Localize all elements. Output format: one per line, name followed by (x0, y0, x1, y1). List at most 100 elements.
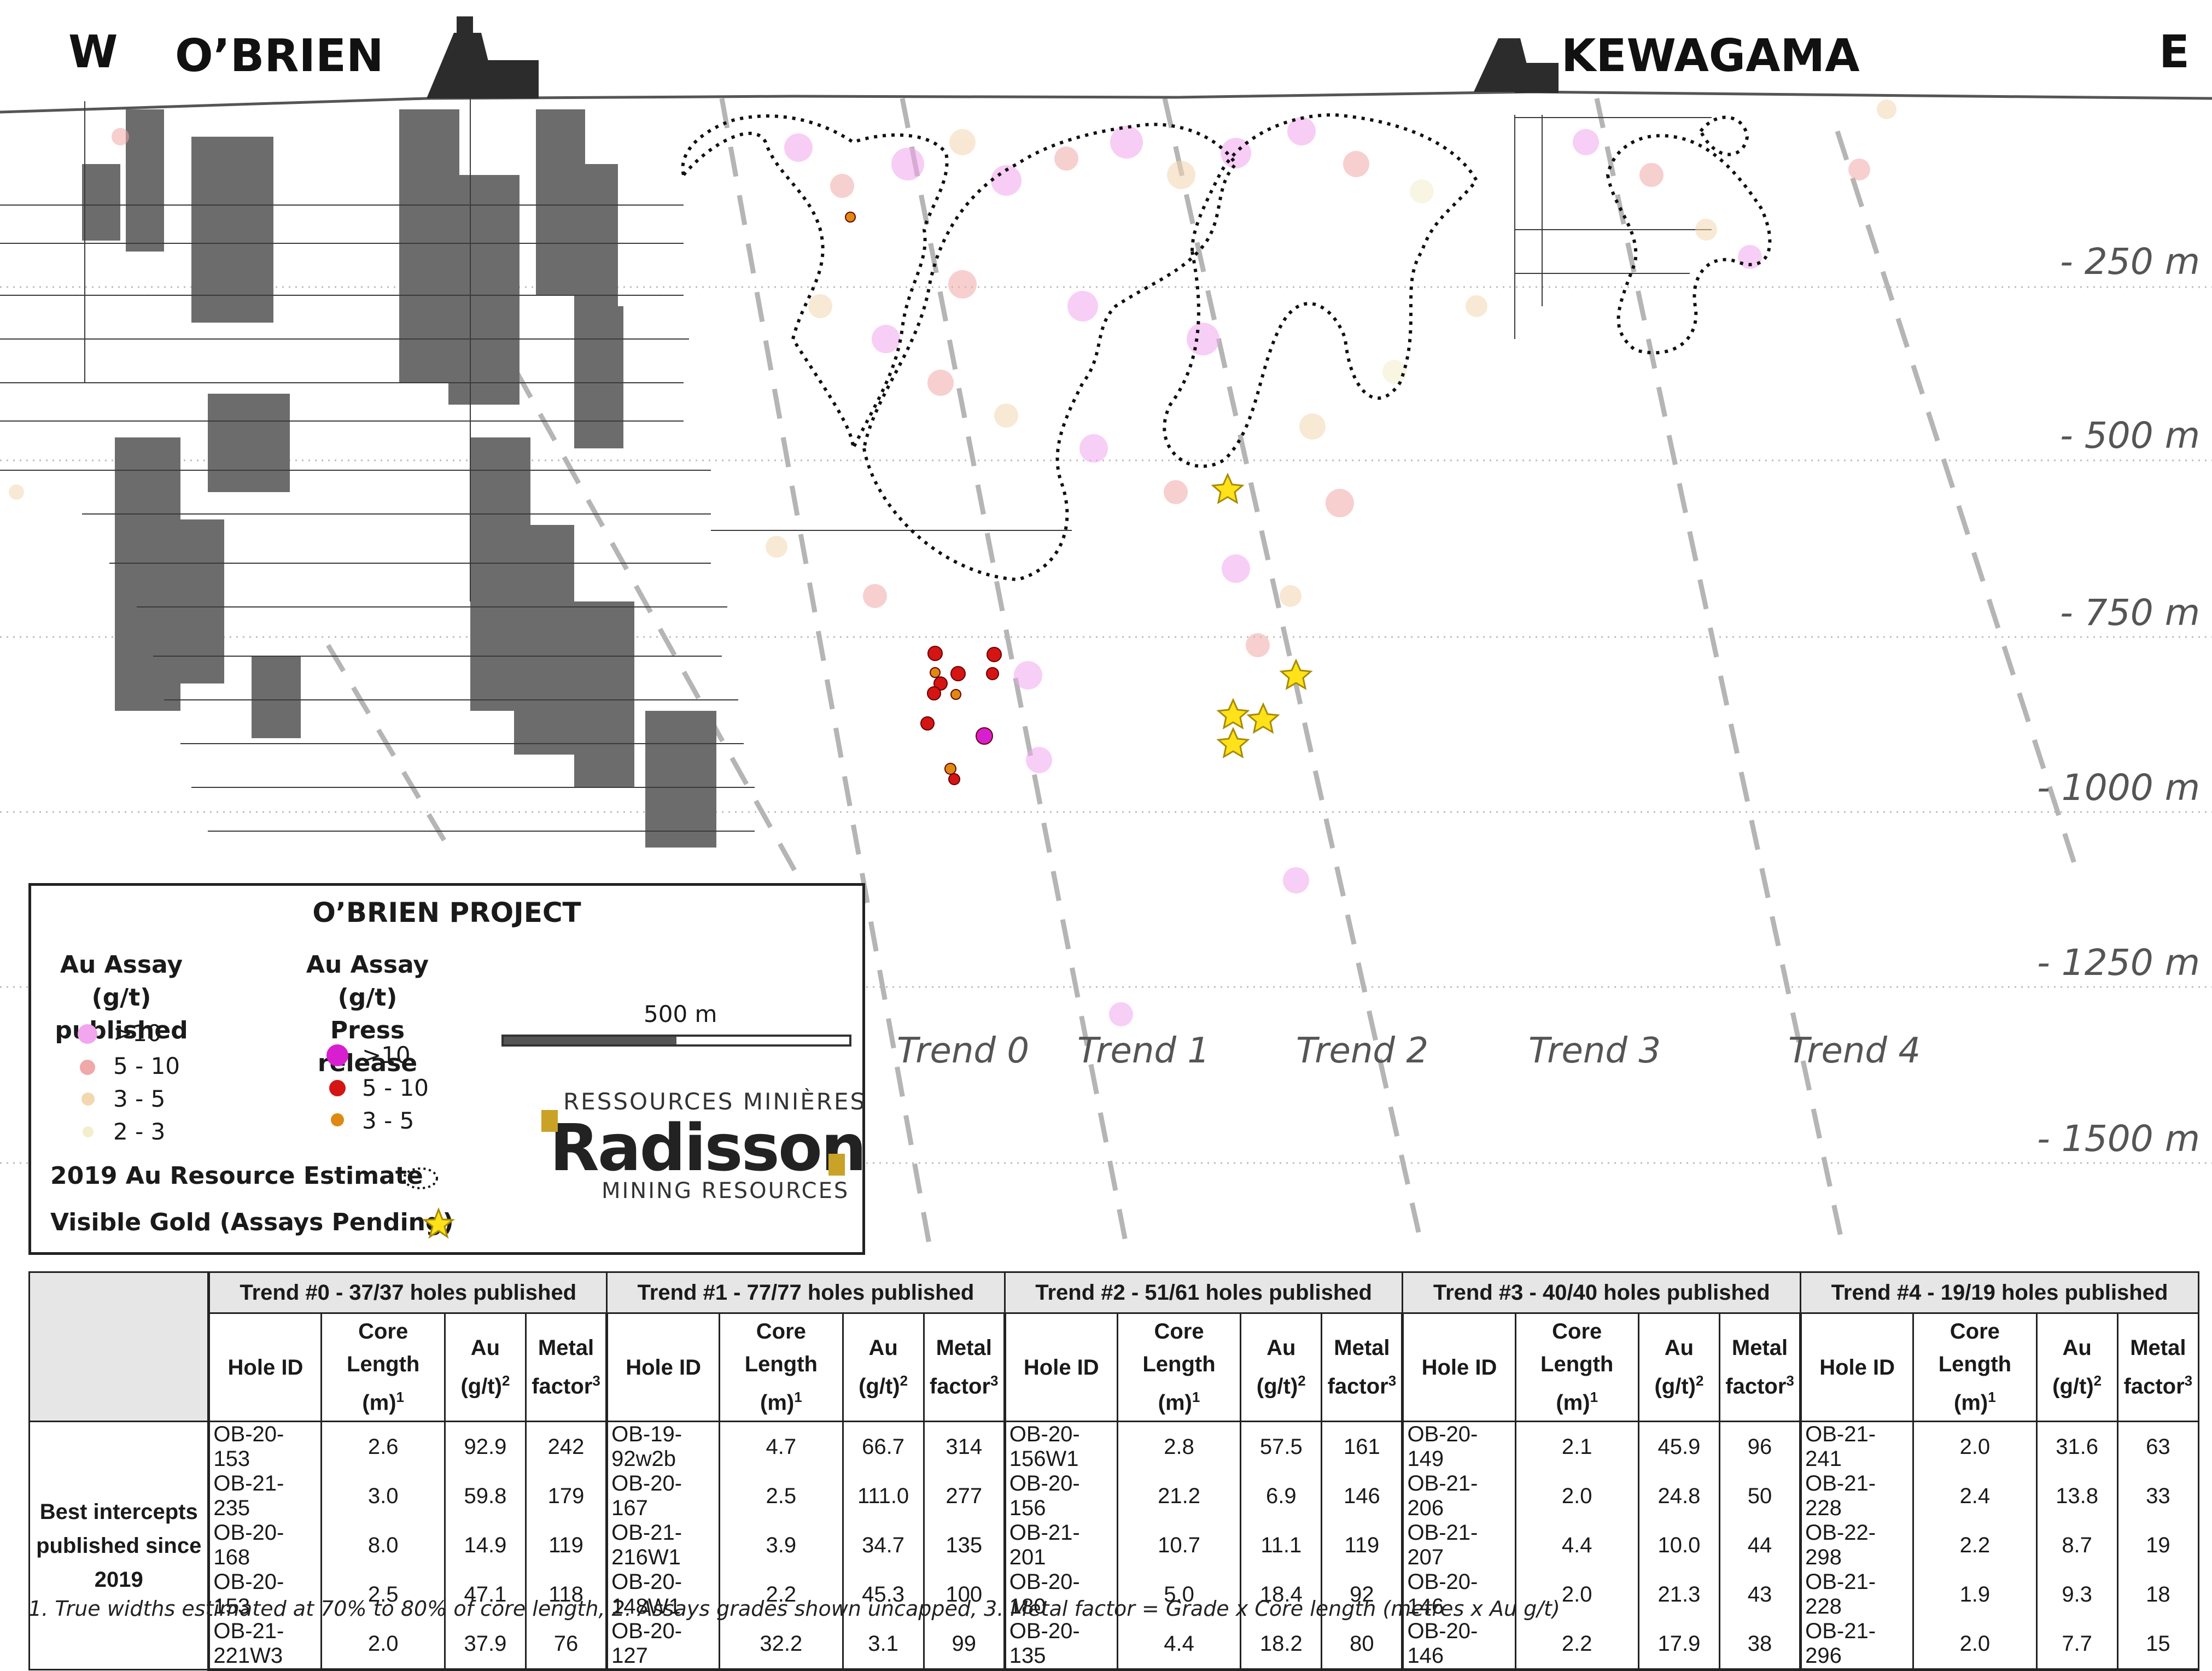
footnote-marker: 1 (396, 1389, 405, 1406)
footnote-marker: 2 (501, 1372, 510, 1389)
cell-hole-id: OB-21-221W3 (207, 1619, 323, 1671)
cell-hole-id: OB-21-235 (207, 1471, 323, 1521)
cell-metal-factor: 135 (923, 1521, 1006, 1570)
cell-core-length: 2.2 (1514, 1619, 1639, 1671)
cell-hole-id: OB-20-153 (207, 1570, 323, 1619)
column-header-text: Au (1664, 1336, 1694, 1360)
kewagama-headframe (1474, 38, 1559, 93)
cell-au-grade: 18.2 (1240, 1619, 1323, 1671)
cell-core-length: 4.7 (719, 1421, 844, 1471)
cell-hole-id: OB-20-146 (1401, 1570, 1516, 1619)
cell-core-length: 2.4 (1912, 1471, 2038, 1521)
cell-metal-factor: 76 (524, 1619, 608, 1671)
table-corner-cell (28, 1271, 211, 1422)
table-row: OB-21-235 3.0 59.8 179 OB-20-167 2.5 111.0 277 O… (30, 1471, 2200, 1521)
column-header-text: (g/t) (859, 1374, 900, 1399)
cell-au-grade: 59.8 (443, 1471, 527, 1521)
column-header-text: Length (1142, 1352, 1216, 1377)
column-header-line: Core (1520, 1315, 1635, 1348)
cell-metal-factor: 100 (923, 1570, 1006, 1619)
column-header-line: Length (1520, 1348, 1635, 1381)
depth-label-1250: - 1250 m (2036, 942, 2200, 984)
column-header-line: Length (1917, 1348, 2032, 1381)
column-header-au: Au (g/t)2 (443, 1312, 527, 1422)
press-5-10-swatch (329, 1080, 346, 1096)
column-header-line: (m)1 (723, 1381, 838, 1419)
column-header-line: Au (847, 1331, 920, 1364)
footnote-marker: 1 (1590, 1389, 1598, 1406)
column-header-au: Au (g/t)2 (1637, 1312, 1721, 1422)
cell-metal-factor: 161 (1321, 1421, 1404, 1471)
brand-line-french: RESSOURCES MINIÈRES (563, 1088, 867, 1115)
published-3-5-label: 3 - 5 (113, 1085, 166, 1112)
cell-core-length: 2.5 (320, 1570, 446, 1619)
cell-hole-id: OB-20-167 (605, 1471, 721, 1521)
legend-published-heading: Au Assay (g/t) published (42, 949, 201, 1047)
cell-metal-factor: 19 (2116, 1521, 2200, 1570)
column-header-text: Core (756, 1319, 806, 1344)
column-header-text: Metal (1731, 1336, 1788, 1360)
cell-au-grade: 13.8 (2035, 1471, 2118, 1521)
published-5-10-label: 5 - 10 (113, 1053, 180, 1079)
legend-published-heading-line1: Au Assay (g/t) (60, 951, 183, 1012)
column-header-core-length: Core Length (m)1 (1116, 1312, 1242, 1422)
cell-metal-factor: 44 (1718, 1521, 1802, 1570)
trend-1-header: Trend #1 - 77/77 holes published (606, 1271, 1006, 1314)
column-header-hole-id: Hole ID (207, 1312, 323, 1422)
resource-legend-label: 2019 Au Resource Estimate (50, 1162, 423, 1190)
cell-au-grade: 3.1 (842, 1619, 925, 1671)
scale-bar-filled-half (504, 1037, 676, 1044)
trend-lines (326, 98, 2081, 1247)
visible-gold-stars (1211, 472, 1313, 759)
column-header-hole-id: Hole ID (605, 1312, 721, 1422)
column-header-core-length: Core Length (m)1 (719, 1312, 844, 1422)
cell-metal-factor: 15 (2116, 1619, 2200, 1671)
cell-au-grade: 37.9 (443, 1619, 527, 1671)
brand-logo-radisson: Radisson (550, 1110, 867, 1185)
trend-label-1: Trend 1 (1077, 1031, 1210, 1071)
cell-hole-id: OB-20-156W1 (1003, 1421, 1118, 1471)
column-header-text: Core (1552, 1319, 1602, 1344)
column-header-text: factor (2123, 1374, 2185, 1399)
mine-levels (0, 98, 1712, 832)
published-2-3-label: 2 - 3 (113, 1118, 166, 1145)
published-3-5-swatch (81, 1092, 95, 1106)
column-header-line: Length (1122, 1348, 1236, 1381)
cell-metal-factor: 99 (923, 1619, 1006, 1671)
column-header-text: Metal (1334, 1336, 1390, 1360)
cell-core-length: 3.9 (719, 1521, 844, 1570)
cell-au-grade: 57.5 (1240, 1421, 1323, 1471)
column-header-line: Metal (530, 1331, 602, 1364)
cell-metal-factor: 277 (923, 1471, 1006, 1521)
column-header-line: Core (723, 1315, 838, 1348)
column-header-au: Au (g/t)2 (1240, 1312, 1323, 1422)
cell-metal-factor: 80 (1321, 1619, 1404, 1671)
cell-metal-factor: 92 (1321, 1570, 1404, 1619)
cell-au-grade: 31.6 (2035, 1421, 2118, 1471)
column-header-line: Metal (1724, 1331, 1796, 1364)
column-header-text: (m) (1556, 1390, 1590, 1415)
cell-au-grade: 10.0 (1637, 1521, 1721, 1570)
cell-core-length: 2.0 (1514, 1471, 1639, 1521)
column-header-text: (g/t) (1256, 1374, 1298, 1399)
column-header-text: (m) (760, 1390, 795, 1415)
column-header-text: factor (1725, 1374, 1787, 1399)
column-header-au: Au (g/t)2 (2035, 1312, 2118, 1422)
row-header-best-intercepts: Best intercepts published since 2019 (28, 1421, 211, 1670)
table-footnote: 1. True widths estimated at 70% to 80% o… (28, 1597, 1560, 1621)
cell-au-grade: 45.3 (842, 1570, 925, 1619)
published-gt10-swatch (78, 1024, 97, 1044)
cell-core-length: 2.0 (1514, 1570, 1639, 1619)
column-header-text: factor (929, 1374, 991, 1399)
cell-core-length: 2.2 (719, 1570, 844, 1619)
west-label: W (68, 26, 118, 78)
cell-core-length: 4.4 (1116, 1619, 1242, 1671)
trend-label-0: Trend 0 (897, 1031, 1030, 1071)
depth-label-1500: - 1500 m (2036, 1118, 2200, 1160)
footnote-marker: 3 (1388, 1372, 1397, 1389)
cell-core-length: 2.1 (1514, 1421, 1639, 1471)
column-header-text: Au (1266, 1336, 1296, 1360)
footnote-marker: 1 (794, 1389, 802, 1406)
column-header-line: factor3 (1724, 1364, 1796, 1403)
depth-label-250: - 250 m (2059, 241, 2200, 283)
